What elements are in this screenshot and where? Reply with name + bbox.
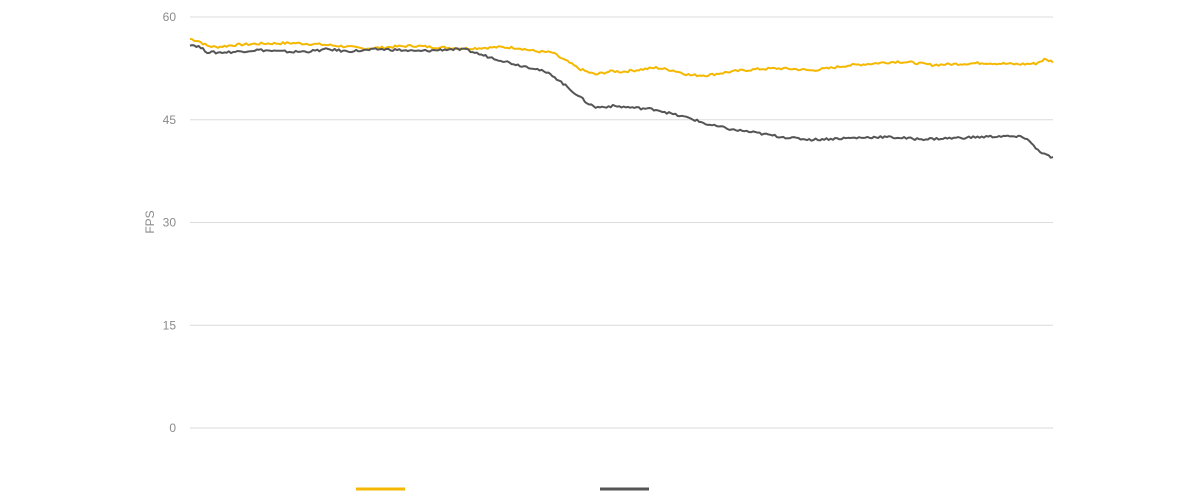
y-tick-label: 0	[169, 421, 176, 435]
y-tick-label: 30	[163, 216, 177, 230]
series-line-1	[189, 37, 1054, 78]
y-tick-label: 60	[163, 10, 177, 24]
gridlines	[190, 16, 1053, 429]
y-tick-labels: 0 15 30 45 60	[163, 10, 177, 435]
series-line-2	[189, 44, 1054, 159]
y-tick-label: 45	[163, 113, 177, 127]
series-lines	[189, 37, 1054, 159]
y-axis-title: FPS	[143, 210, 157, 233]
y-tick-label: 15	[163, 318, 177, 332]
